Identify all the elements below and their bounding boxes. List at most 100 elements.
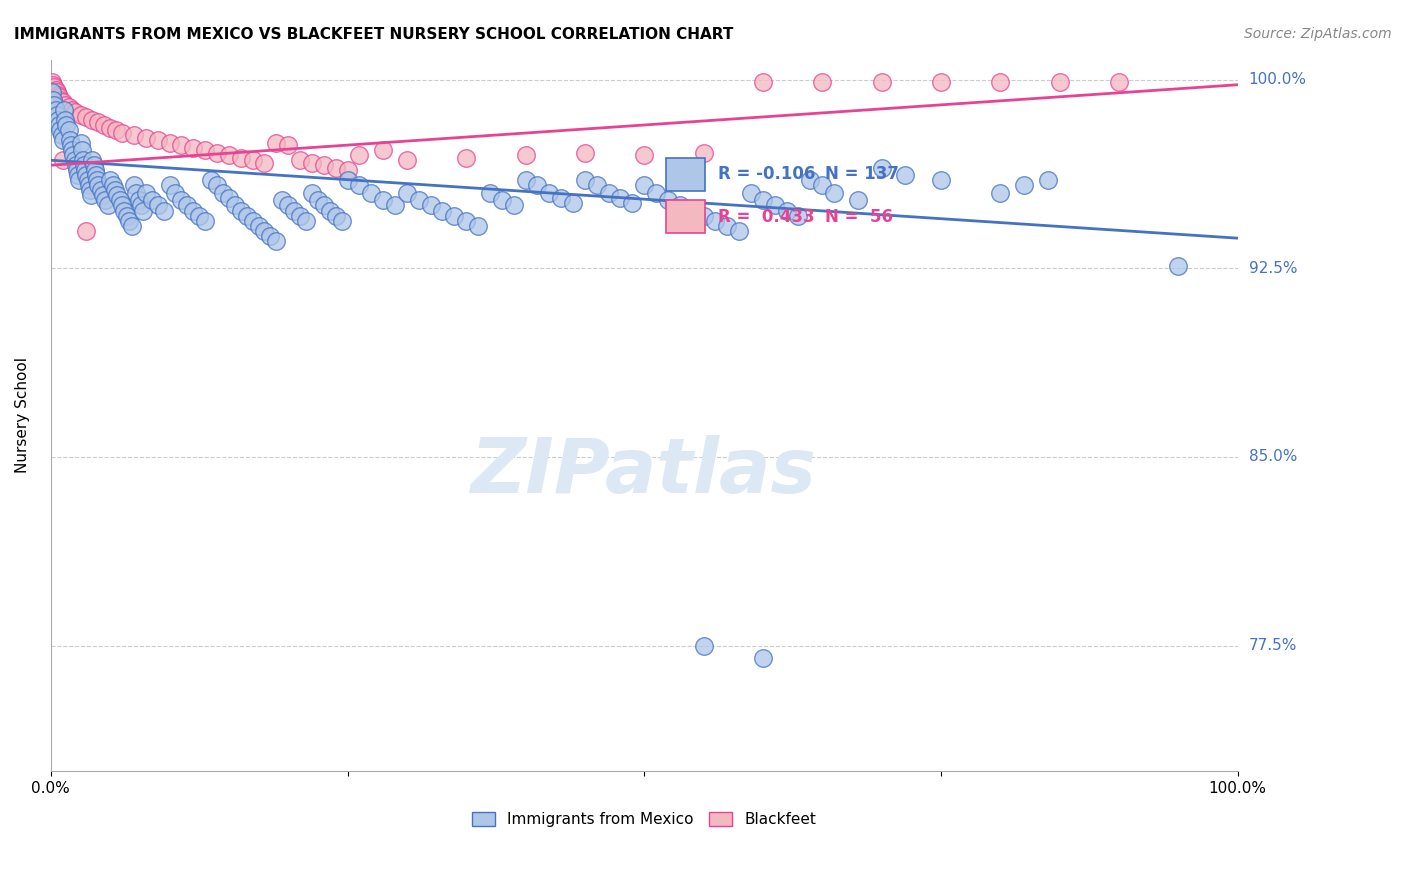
Point [799,173,821,187]
Point [395,153,418,168]
Point [45,85,67,99]
Point [75,163,97,178]
Point [108,194,131,208]
Point [740,186,762,200]
Point [104,183,127,197]
Point [550,191,572,205]
Point [75,111,97,125]
Point [67,169,90,183]
Point [83,163,105,178]
Point [1012,178,1035,193]
Point [318,203,340,218]
Point [122,178,145,193]
Point [181,141,204,155]
Point [42,78,65,92]
Point [349,178,371,193]
Point [62,148,84,162]
Point [277,198,299,212]
Point [224,198,246,212]
Point [846,194,869,208]
Point [46,112,69,127]
Y-axis label: Nursery School: Nursery School [15,358,30,474]
Point [1108,75,1130,89]
Point [45,103,67,117]
Point [60,103,83,117]
Point [229,203,252,218]
Point [205,145,228,160]
Point [633,178,655,193]
Point [53,98,76,112]
Point [115,209,138,223]
Text: ZIPatlas: ZIPatlas [471,435,817,509]
Point [112,203,135,218]
Point [312,198,335,212]
Point [194,143,217,157]
Point [84,169,107,183]
Point [235,209,257,223]
Text: 92.5%: 92.5% [1249,260,1298,276]
Point [105,188,128,202]
Point [253,224,276,238]
Point [242,213,264,227]
Point [59,133,82,147]
Point [259,228,281,243]
Point [283,203,305,218]
Point [79,183,101,197]
Point [645,186,668,200]
Text: Source: ZipAtlas.com: Source: ZipAtlas.com [1244,27,1392,41]
Point [82,112,104,127]
Point [49,123,72,137]
Point [132,203,155,218]
Point [371,194,394,208]
Text: IMMIGRANTS FROM MEXICO VS BLACKFEET NURSERY SCHOOL CORRELATION CHART: IMMIGRANTS FROM MEXICO VS BLACKFEET NURS… [14,27,734,42]
Point [60,143,83,157]
Point [42,93,65,107]
Text: N = 137: N = 137 [825,165,900,183]
Point [52,103,75,117]
Point [159,136,181,150]
Point [336,173,359,187]
Point [67,173,90,187]
Point [657,194,679,208]
Point [349,148,371,162]
Point [271,194,294,208]
Point [574,173,596,187]
Point [456,151,478,165]
Point [181,203,204,218]
Point [65,158,87,172]
Point [598,186,620,200]
Point [90,183,112,197]
Text: 100.0%: 100.0% [1249,72,1306,87]
Point [870,161,893,175]
Point [200,173,222,187]
Point [515,173,537,187]
Point [105,123,128,137]
Point [538,186,561,200]
Point [60,138,83,153]
Point [45,108,67,122]
Point [218,148,240,162]
Point [121,219,143,233]
Point [118,213,141,227]
Point [41,75,63,89]
Point [478,186,501,200]
Point [48,90,70,104]
Point [93,118,115,132]
Point [205,178,228,193]
Point [419,198,441,212]
Point [45,83,67,97]
Point [52,95,75,110]
Point [716,219,738,233]
Point [307,194,329,208]
Point [97,198,120,212]
Point [312,158,335,172]
Point [86,173,108,187]
Point [295,213,318,227]
Point [266,136,288,150]
Point [242,153,264,168]
Point [72,153,94,168]
Point [443,209,465,223]
Point [44,98,66,112]
Point [53,112,76,127]
Point [823,186,845,200]
